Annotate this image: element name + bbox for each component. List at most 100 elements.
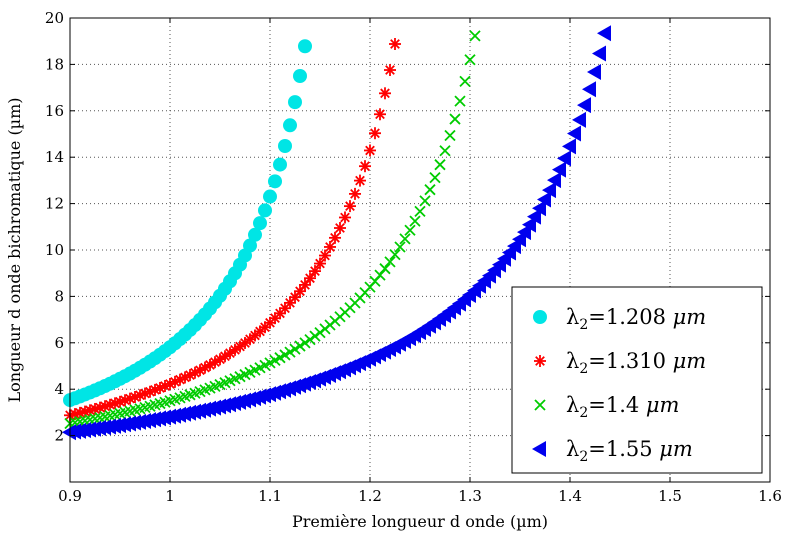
y-tick-label: 16 [45, 102, 64, 120]
data-point [258, 203, 272, 218]
data-point [424, 184, 436, 196]
data-point [243, 238, 257, 253]
data-point [404, 224, 416, 236]
y-tick-label: 12 [45, 195, 64, 213]
legend-marker [534, 355, 546, 367]
data-point [268, 174, 282, 189]
data-point [454, 95, 466, 107]
data-point [547, 172, 561, 189]
x-tick-label: 1.5 [658, 487, 682, 505]
data-point [294, 340, 306, 352]
data-point [344, 200, 356, 213]
data-point [517, 224, 531, 241]
y-tick-label: 8 [54, 287, 64, 305]
data-point [309, 265, 321, 278]
y-tick-label: 4 [54, 380, 64, 398]
data-point [284, 346, 296, 358]
data-point [374, 108, 386, 121]
data-point [557, 150, 571, 167]
data-point [459, 75, 471, 88]
data-point [278, 138, 292, 153]
data-point [289, 343, 301, 355]
data-point [334, 222, 346, 235]
data-point [444, 129, 456, 142]
series-1 [63, 39, 312, 408]
data-point [429, 172, 441, 184]
y-tick-label: 10 [45, 241, 64, 259]
y-tick-label: 20 [45, 9, 64, 27]
data-point [527, 208, 541, 225]
data-point [542, 182, 556, 199]
data-point [299, 337, 311, 349]
y-tick-label: 6 [54, 334, 64, 352]
data-point [577, 97, 591, 114]
data-point [354, 174, 366, 187]
data-point [263, 189, 277, 204]
data-point [374, 269, 386, 281]
data-point [299, 278, 311, 291]
legend-label: λ2=1.55 μm [566, 437, 693, 465]
data-point [394, 241, 406, 253]
x-tick-label: 1.6 [758, 487, 782, 505]
x-axis-label: Première longueur d onde (µm) [292, 512, 548, 531]
grid [70, 18, 770, 482]
legend-label: λ2=1.208 μm [566, 305, 706, 333]
data-point [532, 200, 546, 217]
x-tick-label: 1.3 [458, 487, 482, 505]
x-tick-label: 1.4 [558, 487, 582, 505]
data-point [304, 272, 316, 285]
data-point [439, 145, 451, 157]
y-tick-label: 18 [45, 55, 64, 73]
data-point [537, 191, 551, 208]
data-point [304, 333, 316, 346]
axes: 0.9 1 1.1 1.2 1.3 1.4 1.5 1.6 2 4 6 8 10 12 14 16 18 20 [45, 9, 782, 505]
x-tick-label: 1 [165, 487, 175, 505]
data-point [592, 45, 606, 62]
data-point [294, 285, 306, 298]
data-point [314, 257, 326, 270]
data-point [419, 195, 431, 207]
data-point [582, 81, 596, 98]
x-tick-label: 1.2 [358, 487, 382, 505]
x-tick-label: 1.1 [258, 487, 282, 505]
data-point [273, 157, 287, 172]
legend: λ2=1.208 μm λ2=1.310 μm λ2=1.4 μm λ2=1.55 μ… [511, 286, 763, 474]
y-tick-label: 14 [45, 148, 64, 166]
data-point [469, 30, 481, 42]
data-point [434, 159, 446, 171]
data-point [324, 240, 336, 253]
y-tick-label: 2 [54, 427, 64, 445]
data-point [522, 216, 536, 233]
data-point [329, 231, 341, 244]
y-axis-label: Longueur d onde bichromatique (µm) [5, 98, 24, 403]
series-3 [64, 30, 481, 430]
data-point [597, 25, 611, 42]
data-point [449, 113, 461, 125]
legend-label: λ2=1.310 μm [566, 349, 706, 377]
data-point [562, 138, 576, 155]
data-point [379, 87, 391, 100]
data-point [464, 54, 476, 66]
data-point [248, 227, 262, 242]
data-point [552, 161, 566, 178]
data-point [319, 249, 331, 262]
data-point [384, 64, 396, 77]
data-point [389, 249, 401, 261]
data-point [389, 37, 401, 50]
x-tick-label: 0.9 [58, 487, 82, 505]
data-point [349, 187, 361, 200]
data-point [512, 231, 526, 248]
legend-marker [534, 399, 546, 411]
legend-box [511, 286, 763, 474]
data-point [309, 330, 321, 342]
data-point [572, 111, 586, 128]
data-point [384, 256, 396, 268]
legend-label: λ2=1.4 μm [566, 393, 679, 421]
data-point [293, 68, 307, 83]
data-point [298, 39, 312, 54]
data-point [204, 358, 216, 371]
data-point [414, 205, 426, 217]
series-layer [62, 25, 611, 441]
